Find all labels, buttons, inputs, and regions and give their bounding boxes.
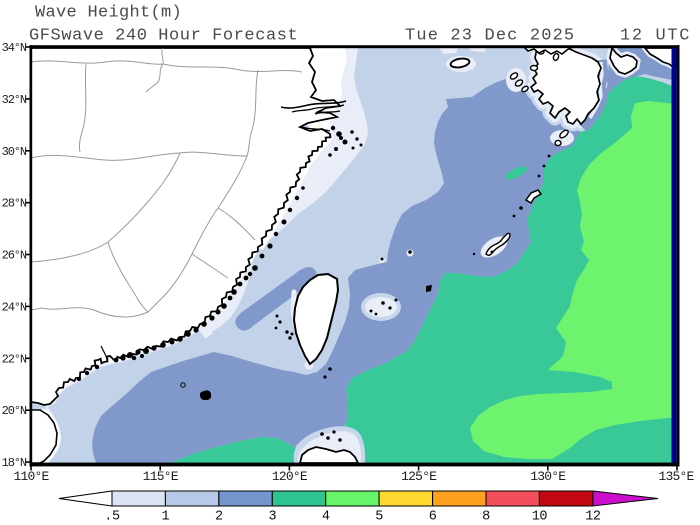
- svg-text:30°N: 30°N: [2, 145, 27, 159]
- svg-text:Tue 23 Dec 2025: Tue 23 Dec 2025: [405, 27, 575, 46]
- svg-text:5: 5: [375, 510, 383, 525]
- svg-text:130°E: 130°E: [530, 469, 566, 484]
- svg-text:115°E: 115°E: [143, 469, 179, 484]
- svg-text:26°N: 26°N: [2, 249, 27, 263]
- svg-text:1: 1: [162, 510, 170, 525]
- svg-text:2: 2: [215, 510, 223, 525]
- svg-text:3: 3: [268, 510, 276, 525]
- svg-text:12 UTC: 12 UTC: [620, 27, 691, 46]
- svg-text:Wave Height(m): Wave Height(m): [35, 4, 182, 23]
- svg-text:34°N: 34°N: [2, 41, 27, 55]
- svg-text:GFSwave 240 Hour Forecast: GFSwave 240 Hour Forecast: [29, 27, 298, 46]
- svg-text:12: 12: [585, 510, 601, 525]
- svg-text:4: 4: [322, 510, 330, 525]
- svg-text:110°E: 110°E: [13, 469, 49, 484]
- svg-text:135°E: 135°E: [658, 469, 694, 484]
- svg-text:8: 8: [482, 510, 490, 525]
- svg-text:125°E: 125°E: [401, 469, 437, 484]
- svg-text:24°N: 24°N: [2, 300, 27, 314]
- svg-text:120°E: 120°E: [272, 469, 308, 484]
- svg-text:32°N: 32°N: [2, 93, 27, 107]
- svg-text:10: 10: [532, 510, 548, 525]
- svg-text:18°N: 18°N: [2, 456, 27, 470]
- svg-text:20°N: 20°N: [2, 404, 27, 418]
- svg-text:22°N: 22°N: [2, 352, 27, 366]
- svg-text:28°N: 28°N: [2, 197, 27, 211]
- svg-text:.5: .5: [104, 510, 120, 525]
- svg-text:6: 6: [429, 510, 437, 525]
